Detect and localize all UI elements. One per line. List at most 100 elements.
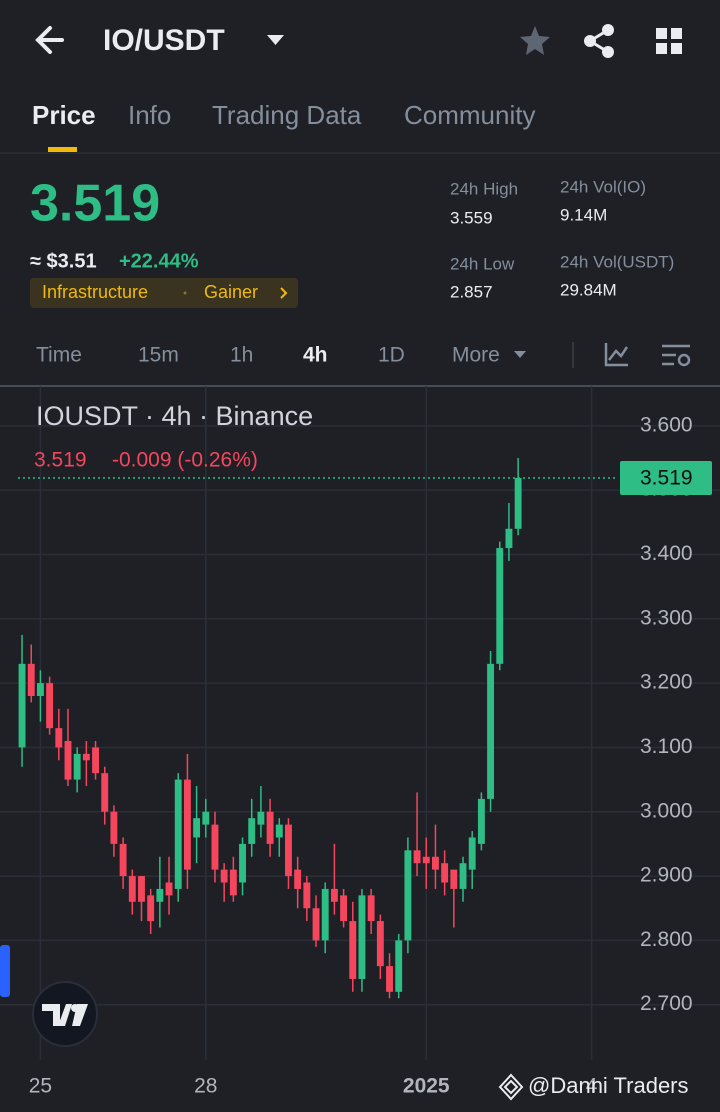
candle-body [183,779,191,870]
tab-indicator [48,147,77,152]
candle-body [340,895,348,922]
watermark-icon [498,1073,524,1101]
stat-value: 29.84M [560,280,617,299]
candle-body [395,940,403,992]
candle-body [101,773,109,812]
candle-body [229,869,237,896]
tab[interactable]: Trading Data [212,100,362,130]
interval[interactable]: 4h [303,344,328,367]
x-tick-label: 28 [194,1075,217,1098]
y-tick-label: 3.200 [640,671,693,694]
candle-body [275,824,283,838]
candle-body [128,876,136,902]
candle-body [36,683,44,696]
y-tick-label: 3.100 [640,735,693,758]
candle-body [487,663,495,799]
tag[interactable]: Gainer [204,282,258,302]
interval[interactable]: More [452,344,500,367]
candle-body [441,863,449,883]
candle-body [64,741,72,780]
candle-body [257,811,265,825]
stat-label: 24h High [450,179,518,198]
interval[interactable]: 15m [138,344,179,367]
candle-body [248,818,256,844]
candle-body [386,966,393,992]
last-price-label: 3.519 [640,467,693,490]
side-handle[interactable] [0,945,10,997]
chart: 2.700 2.800 2.900 3.000 3.100 3.200 3.300 3.400… [0,386,720,1098]
candle-body [147,895,155,922]
candle-body [294,869,302,889]
candle-body [285,824,292,877]
candle-body [422,856,430,864]
menu-grid[interactable] [656,28,682,54]
tab[interactable]: Info [128,100,171,130]
stat-label: 24h Vol(IO) [560,177,646,196]
favorite[interactable] [520,26,550,55]
y-tick-label: 3.600 [640,413,693,436]
pair-dropdown[interactable] [267,35,284,45]
top-bar: IO/USDT [35,24,682,58]
candle-body [266,811,274,844]
candle-body [496,548,504,664]
last-price-box [620,460,712,495]
tag[interactable]: Infrastructure [42,282,148,302]
last-price: 3.519 [30,175,160,233]
candle-body [349,921,357,979]
candle-body [193,818,201,838]
tag-box[interactable] [30,278,298,308]
candle-body [46,683,54,729]
stat-label: 24h Vol(USDT) [560,252,674,271]
y-tick-label: 2.700 [640,992,693,1015]
stat-value: 2.857 [450,282,493,301]
tabs: Price Info Trading Data Community [32,100,535,130]
tab[interactable]: Community [404,100,535,130]
candle-body [138,876,145,902]
tab[interactable]: Price [32,100,96,130]
stat-value: 9.14M [560,205,607,224]
candle-body [174,779,182,889]
candle-body [321,888,329,941]
watermark: @Danni Traders [528,1073,689,1098]
legend-change: -0.009 (-0.26%) [112,449,258,472]
more-caret [514,351,526,358]
settings-button[interactable] [662,344,691,367]
y-tick-label: 3.300 [640,606,693,629]
candle-body [82,753,90,761]
candle-body [73,753,81,780]
candle-body [239,843,246,883]
candle-body [358,895,366,979]
candle-body [303,882,311,909]
candle-body [110,811,118,844]
candle-body [220,869,228,883]
intervals: Time 15m 1h 4h 1D More [36,344,500,367]
interval[interactable]: 1h [230,344,253,367]
interval[interactable]: 1D [378,344,405,367]
candle-body [459,863,467,889]
legend-price: 3.519 [34,449,87,472]
usd-price: ≈ $3.51 [30,250,97,272]
x-tick-label: 2025 [403,1075,450,1098]
stat-label: 24h Low [450,254,515,273]
candle-body [27,663,35,696]
stats: 24h High 3.559 24h Vol(IO) 9.14M 24h Low… [450,177,674,301]
candle-body [514,477,522,529]
candle-body [312,908,320,941]
interval[interactable]: Time [36,344,82,367]
candle-body [505,528,513,549]
tradingview-logo [32,981,98,1047]
share[interactable] [584,24,614,58]
chart-title: IOUSDT · 4h · Binance [36,401,313,431]
price-change: +22.44% [119,250,199,272]
indicator-button[interactable] [604,343,629,367]
y-tick-label: 2.800 [640,928,693,951]
candle-body [432,856,439,870]
pair-title[interactable]: IO/USDT [103,24,225,57]
candle-body [367,895,375,922]
tag-chevron [280,287,288,299]
back-button[interactable] [35,26,64,54]
candle-body [202,811,210,825]
y-tick-label: 2.900 [640,864,693,887]
